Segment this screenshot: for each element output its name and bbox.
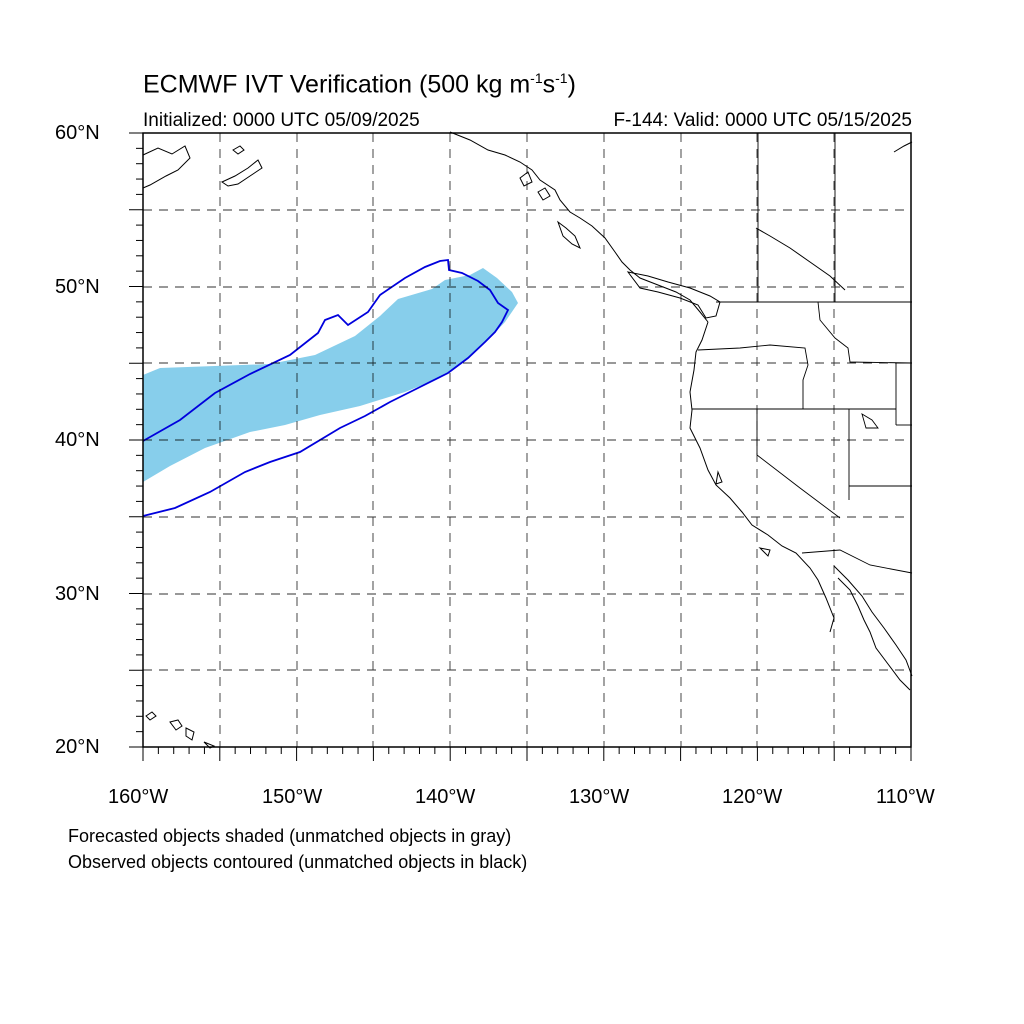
lat-label-30: 30°N: [55, 583, 100, 605]
axis-ticks: [129, 132, 912, 761]
forecast-ivt-object: [143, 268, 518, 482]
observed-ivt-contour: [142, 258, 510, 517]
lat-label-20: 20°N: [55, 736, 100, 758]
map-title: ECMWF IVT Verification (500 kg m-1s-1): [143, 70, 576, 99]
lon-label-140w: 140°W: [415, 786, 476, 808]
valid-time-label: F-144: Valid: 0000 UTC 05/15/2025: [613, 110, 912, 131]
lat-label-40: 40°N: [55, 429, 100, 451]
note-observed: Observed objects contoured (unmatched ob…: [68, 852, 528, 872]
coastlines: [142, 131, 913, 749]
note-forecast: Forecasted objects shaded (unmatched obj…: [68, 826, 512, 846]
initialized-label: Initialized: 0000 UTC 05/09/2025: [143, 110, 420, 131]
lon-label-160w: 160°W: [108, 786, 169, 808]
lon-label-130w: 130°W: [569, 786, 630, 808]
state-boundaries: [692, 133, 913, 574]
lon-label-120w: 120°W: [722, 786, 783, 808]
lon-label-110w: 110°W: [876, 786, 935, 808]
lat-label-50: 50°N: [55, 276, 100, 298]
lat-lon-grid: [143, 133, 911, 747]
lat-label-60: 60°N: [55, 122, 100, 144]
lon-label-150w: 150°W: [262, 786, 323, 808]
